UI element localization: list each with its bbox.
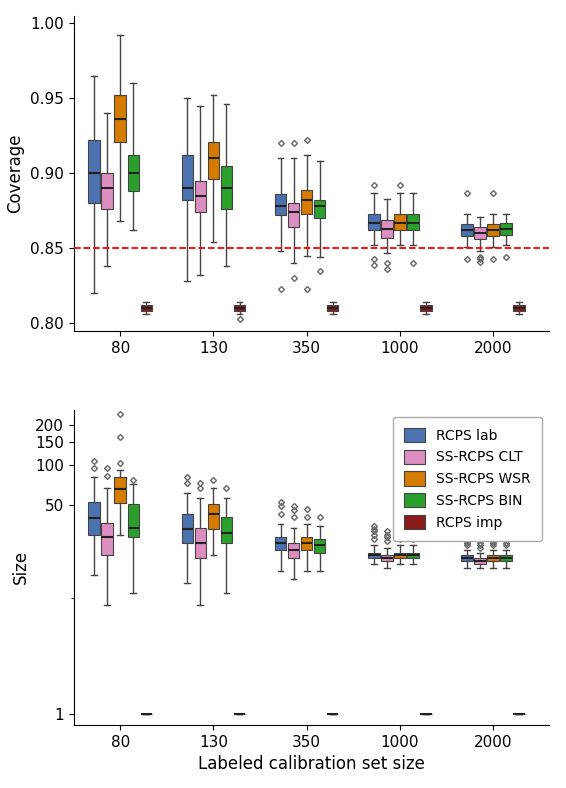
PathPatch shape bbox=[407, 552, 419, 558]
PathPatch shape bbox=[127, 504, 139, 537]
PathPatch shape bbox=[407, 214, 419, 230]
Legend: RCPS lab, SS-RCPS CLT, SS-RCPS WSR, SS-RCPS BIN, RCPS imp: RCPS lab, SS-RCPS CLT, SS-RCPS WSR, SS-R… bbox=[393, 417, 542, 541]
PathPatch shape bbox=[394, 214, 406, 230]
PathPatch shape bbox=[314, 200, 325, 218]
PathPatch shape bbox=[182, 514, 193, 543]
PathPatch shape bbox=[474, 558, 486, 564]
PathPatch shape bbox=[275, 537, 286, 550]
PathPatch shape bbox=[461, 225, 473, 236]
Y-axis label: Coverage: Coverage bbox=[6, 134, 24, 213]
PathPatch shape bbox=[114, 95, 126, 142]
PathPatch shape bbox=[88, 140, 100, 203]
PathPatch shape bbox=[474, 228, 486, 240]
PathPatch shape bbox=[101, 522, 113, 556]
X-axis label: Labeled calibration set size: Labeled calibration set size bbox=[198, 755, 424, 773]
PathPatch shape bbox=[221, 165, 232, 210]
PathPatch shape bbox=[127, 155, 139, 191]
PathPatch shape bbox=[114, 477, 126, 503]
PathPatch shape bbox=[301, 537, 312, 550]
PathPatch shape bbox=[221, 517, 232, 543]
PathPatch shape bbox=[140, 306, 152, 311]
PathPatch shape bbox=[487, 556, 499, 561]
PathPatch shape bbox=[381, 556, 393, 561]
PathPatch shape bbox=[101, 173, 113, 210]
PathPatch shape bbox=[208, 142, 219, 180]
PathPatch shape bbox=[381, 220, 393, 238]
PathPatch shape bbox=[275, 195, 286, 215]
PathPatch shape bbox=[500, 556, 512, 561]
PathPatch shape bbox=[208, 504, 219, 530]
PathPatch shape bbox=[327, 306, 338, 311]
PathPatch shape bbox=[500, 223, 512, 235]
PathPatch shape bbox=[288, 543, 299, 558]
PathPatch shape bbox=[513, 306, 525, 311]
PathPatch shape bbox=[487, 225, 499, 236]
PathPatch shape bbox=[195, 527, 206, 558]
PathPatch shape bbox=[368, 214, 379, 230]
PathPatch shape bbox=[301, 190, 312, 214]
Y-axis label: Size: Size bbox=[11, 550, 29, 585]
PathPatch shape bbox=[88, 502, 100, 535]
PathPatch shape bbox=[234, 306, 245, 311]
PathPatch shape bbox=[394, 552, 406, 558]
PathPatch shape bbox=[314, 539, 325, 552]
PathPatch shape bbox=[288, 203, 299, 228]
PathPatch shape bbox=[461, 556, 473, 561]
PathPatch shape bbox=[368, 552, 379, 558]
PathPatch shape bbox=[195, 181, 206, 213]
PathPatch shape bbox=[420, 306, 432, 311]
PathPatch shape bbox=[182, 155, 193, 200]
